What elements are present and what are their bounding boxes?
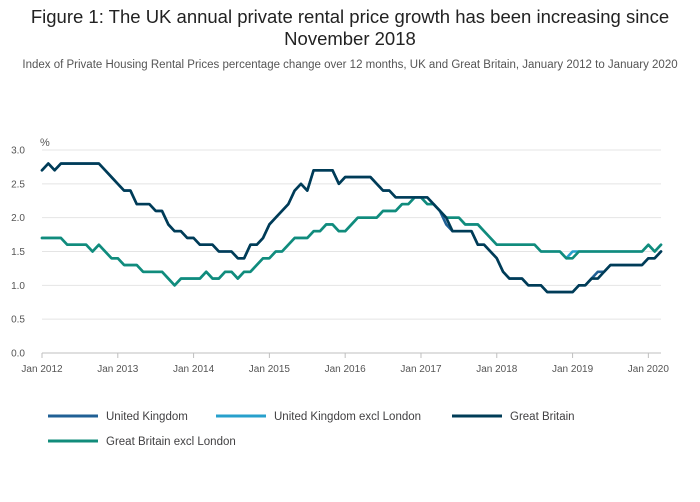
series-lines <box>40 162 663 294</box>
x-tick-label: Jan 2013 <box>97 364 139 375</box>
series-line-great-britain-excl-london <box>40 196 663 287</box>
legend-label: United Kingdom <box>106 411 188 423</box>
y-tick-label: 1.5 <box>11 247 25 258</box>
y-tick-label: 0.0 <box>11 349 25 360</box>
legend: United Kingdom United Kingdom excl London… <box>48 411 575 448</box>
series-line-great-britain <box>40 162 663 294</box>
legend-item-great-britain[interactable]: Great Britain <box>452 411 575 423</box>
chart-subtitle: Index of Private Housing Rental Prices p… <box>22 59 678 71</box>
x-tick-label: Jan 2020 <box>628 364 670 375</box>
legend-label: United Kingdom excl London <box>274 411 421 423</box>
y-axis-unit-label: % <box>40 137 50 149</box>
x-tick-label: Jan 2019 <box>552 364 594 375</box>
x-tick-label: Jan 2012 <box>21 364 63 375</box>
legend-label: Great Britain excl London <box>106 436 236 448</box>
x-tick-label: Jan 2014 <box>173 364 215 375</box>
series-line-united-kingdom-excl-london <box>40 196 663 287</box>
y-tick-label: 1.0 <box>11 281 25 292</box>
x-tick-label: Jan 2018 <box>476 364 518 375</box>
x-tick-label: Jan 2017 <box>400 364 442 375</box>
y-tick-label: 3.0 <box>11 146 25 157</box>
y-tick-label: 0.5 <box>11 315 25 326</box>
y-tick-label: 2.0 <box>11 213 25 224</box>
gridlines <box>42 149 661 354</box>
legend-item-united-kingdom[interactable]: United Kingdom <box>48 411 188 423</box>
chart-title: Figure 1: The UK annual private rental p… <box>30 6 670 49</box>
legend-item-united-kingdom-excl-london[interactable]: United Kingdom excl London <box>216 411 421 423</box>
y-tick-label: 2.5 <box>11 179 25 190</box>
x-tick-label: Jan 2016 <box>325 364 367 375</box>
axes: 0.0 0.5 1.0 1.5 2.0 2.5 3.0% Jan 2012 Jan 2013 Ja… <box>11 137 669 375</box>
x-tick-label: Jan 2015 <box>249 364 291 375</box>
legend-label: Great Britain <box>510 411 575 423</box>
legend-item-great-britain-excl-london[interactable]: Great Britain excl London <box>48 436 236 448</box>
series-line-united-kingdom <box>40 162 663 294</box>
